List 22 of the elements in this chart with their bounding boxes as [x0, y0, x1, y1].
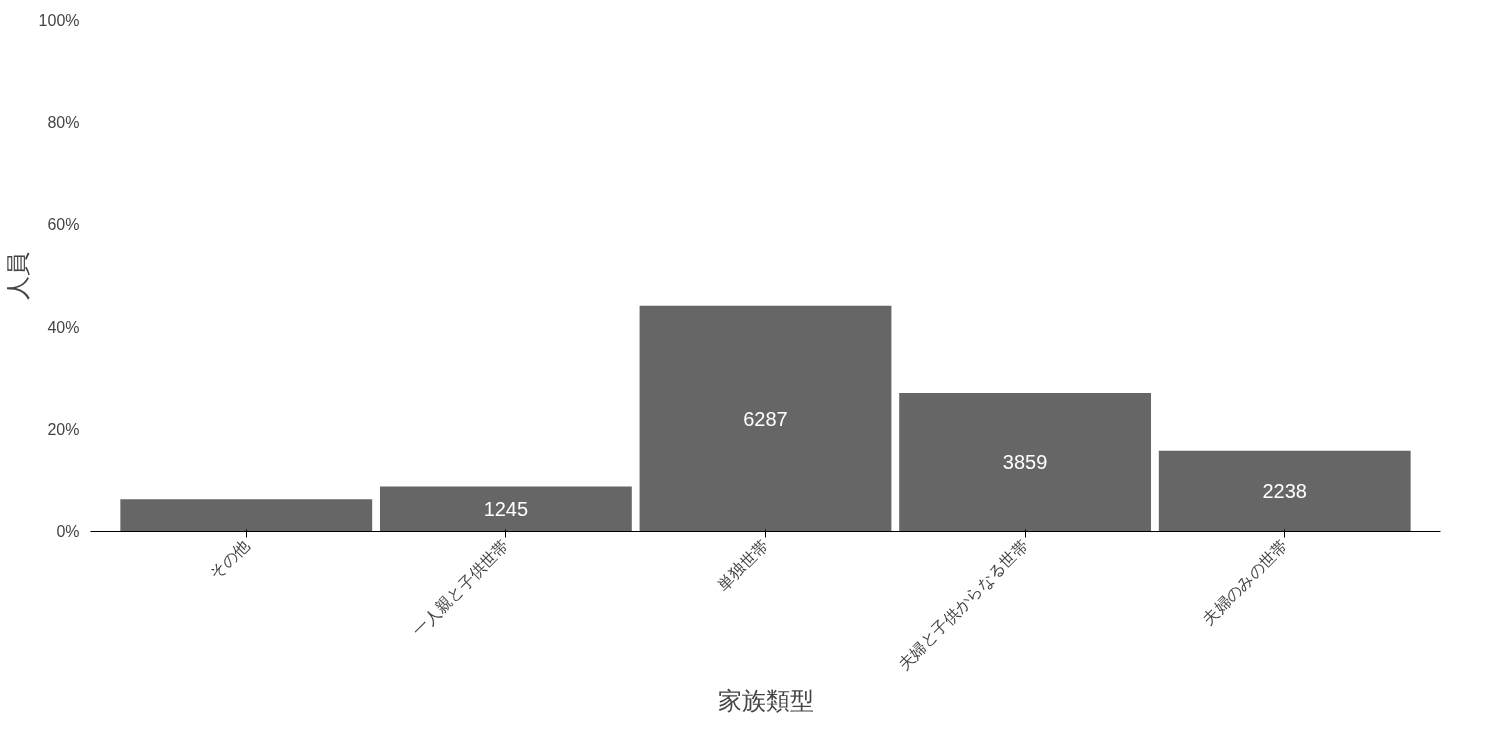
y-axis-title: 人員 [3, 252, 31, 300]
y-tick-label: 80% [47, 114, 80, 132]
annotation: 3859 [1002, 451, 1048, 474]
y-tick-label: 20% [47, 420, 80, 438]
x-tick-label: 一人親と子供世帯 [409, 536, 512, 640]
y-tick-label: 40% [47, 318, 80, 336]
bar [1158, 450, 1411, 532]
y-tick-label: 0% [56, 523, 80, 540]
bar [899, 393, 1152, 532]
bar [379, 486, 632, 532]
annotation: 6287 [743, 407, 788, 430]
x-tick-label: 単独世帯 [714, 536, 772, 594]
x-axis-title: 家族類型 [717, 686, 814, 714]
bar [120, 499, 373, 532]
x-tick-label: 夫婦と子供からなる世帯 [894, 536, 1032, 673]
x-tick-label: 夫婦のみの世帯 [1199, 536, 1291, 628]
bar [639, 305, 892, 532]
annotation: 2238 [1262, 480, 1307, 503]
x-tick-label: その他 [206, 536, 253, 583]
annotation: 1245 [483, 498, 529, 521]
y-tick-label: 60% [47, 216, 80, 234]
y-tick-label: 100% [38, 12, 80, 29]
